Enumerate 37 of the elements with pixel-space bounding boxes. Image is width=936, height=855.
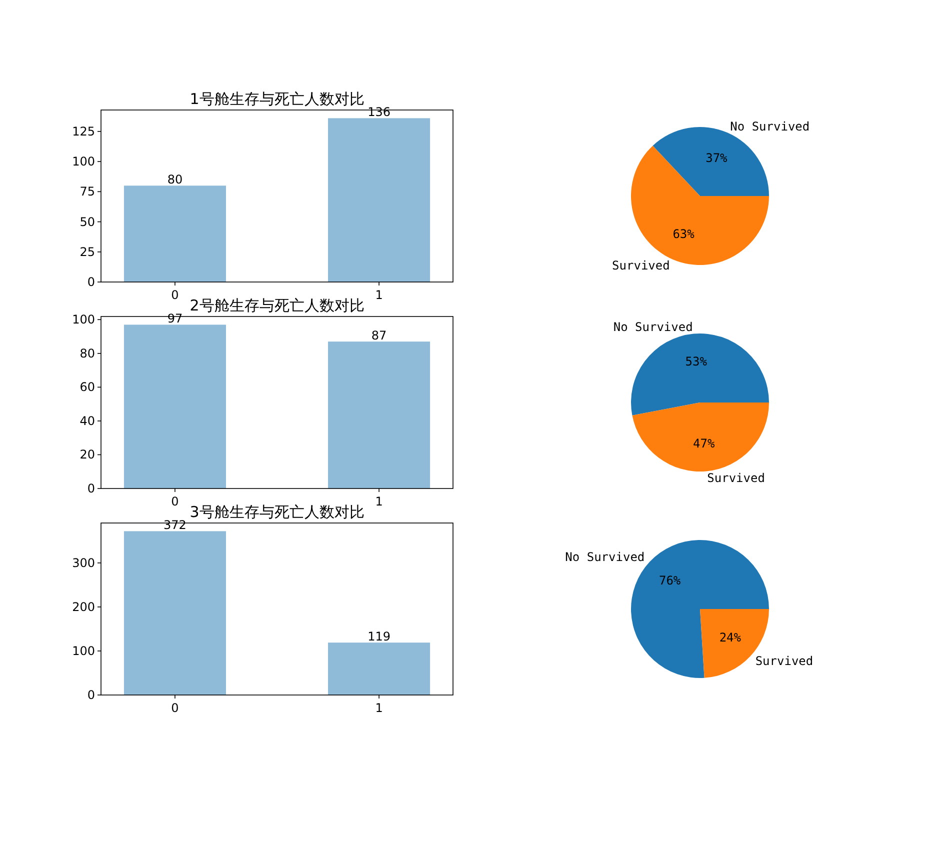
y-tick-label: 80 [80,346,95,360]
data-label: 63% [672,226,696,241]
chart-title: 2号舱生存与死亡人数对比 [190,296,364,314]
data-label: 37% [706,151,728,166]
slice-label: Survived [707,471,765,486]
data-label: 76% [658,574,682,588]
data-label: 119 [368,630,390,644]
slice-label: No Survived [565,550,645,564]
y-tick-label: 0 [87,482,95,496]
y-tick-label: 40 [80,414,95,428]
x-tick-label: 1 [375,701,383,715]
y-tick-label: 0 [87,275,95,289]
y-tick-label: 100 [72,644,95,658]
chart-title: 3号舱生存与死亡人数对比 [190,503,364,521]
data-label: 24% [719,630,742,644]
y-tick-label: 50 [80,214,95,229]
y-tick-label: 100 [72,312,95,327]
data-label: 80 [167,172,183,187]
slice-label: No Survived [613,320,693,334]
chart-title: 1号舱生存与死亡人数对比 [190,90,364,108]
data-label: 87 [371,328,387,343]
slice-label: Survived [612,258,670,273]
data-label: 53% [685,354,708,368]
y-tick-label: 125 [72,124,95,138]
y-tick-label: 75 [80,184,95,199]
y-tick-label: 0 [87,688,95,702]
y-tick-label: 25 [80,244,95,259]
y-tick-label: 200 [72,600,95,614]
y-tick-label: 20 [80,448,95,462]
data-label: 47% [693,436,716,451]
y-tick-label: 300 [72,556,95,570]
x-tick-label: 1 [375,288,383,302]
slice-label: Survived [755,654,814,668]
slice-label: No Survived [730,119,810,134]
x-tick-label: 1 [375,494,383,508]
y-tick-label: 100 [72,154,95,169]
y-tick-label: 60 [80,380,95,394]
